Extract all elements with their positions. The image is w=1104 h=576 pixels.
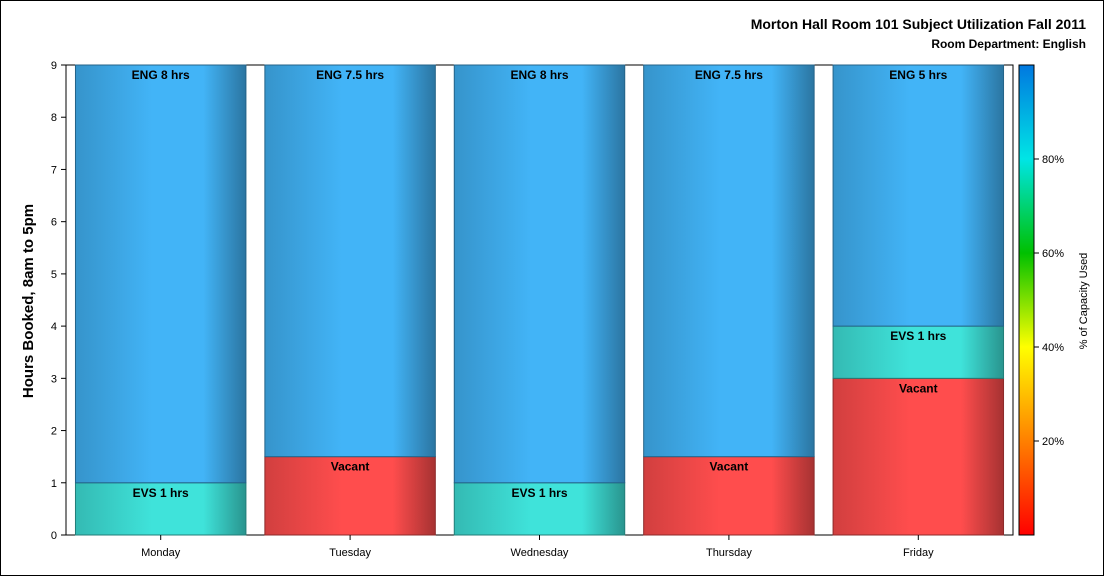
y-tick-label: 9 [51, 60, 57, 72]
x-tick-label: Friday [903, 547, 934, 559]
y-tick-label: 1 [51, 478, 57, 490]
segment-label: EVS 1 hrs [511, 486, 567, 500]
bar-segment [74, 482, 247, 536]
segment-label: ENG 8 hrs [510, 68, 568, 82]
colorbar: 20% 40% 60% 80% [1018, 64, 1064, 536]
y-tick-label: 2 [51, 426, 57, 438]
segment-label: Vacant [710, 460, 749, 474]
bar-segment [74, 64, 247, 484]
segment-label: ENG 8 hrs [132, 68, 190, 82]
bar-segment [643, 456, 815, 536]
x-tick-label: Wednesday [511, 547, 569, 559]
y-tick-label: 8 [51, 112, 57, 124]
colorbar-tick-label: 40% [1042, 342, 1064, 354]
colorbar-tick-label: 60% [1042, 248, 1064, 260]
bar-segment [264, 456, 436, 536]
y-tick-label: 6 [51, 217, 57, 229]
y-tick-label: 5 [51, 269, 57, 281]
segment-label: Vacant [331, 460, 370, 474]
x-tick-label: Tuesday [329, 547, 371, 559]
y-tick-label: 3 [51, 373, 57, 385]
colorbar-label: % of Capacity Used [1078, 253, 1090, 350]
segment-label: EVS 1 hrs [890, 329, 946, 343]
segment-label: ENG 7.5 hrs [316, 68, 384, 82]
segment-label: Vacant [899, 381, 938, 395]
segment-label: EVS 1 hrs [133, 486, 189, 500]
y-tick-label: 4 [51, 321, 57, 333]
bar-segment [832, 377, 1005, 536]
bar-segment [453, 64, 626, 484]
colorbar-tick-label: 80% [1042, 154, 1064, 166]
segment-label: ENG 5 hrs [889, 68, 947, 82]
bar-segment [832, 64, 1005, 327]
bar-segment [264, 64, 436, 458]
segment-label: ENG 7.5 hrs [695, 68, 763, 82]
colorbar-tick-label: 20% [1042, 436, 1064, 448]
y-axis-label: Hours Booked, 8am to 5pm [20, 204, 37, 398]
plot-area: 0 1 2 3 4 5 6 7 8 9 EVS 1 hrs ENG 8 hrs Monday Vacant… [51, 60, 1014, 559]
colorbar-scale [1018, 64, 1035, 536]
y-tick-label: 0 [51, 530, 57, 542]
x-tick-label: Thursday [706, 547, 752, 559]
bar-segment [643, 64, 815, 458]
y-tick-label: 7 [51, 164, 57, 176]
x-tick-label: Monday [141, 547, 181, 559]
chart-subtitle: Room Department: English [931, 37, 1086, 51]
chart-title: Morton Hall Room 101 Subject Utilization… [751, 16, 1087, 32]
